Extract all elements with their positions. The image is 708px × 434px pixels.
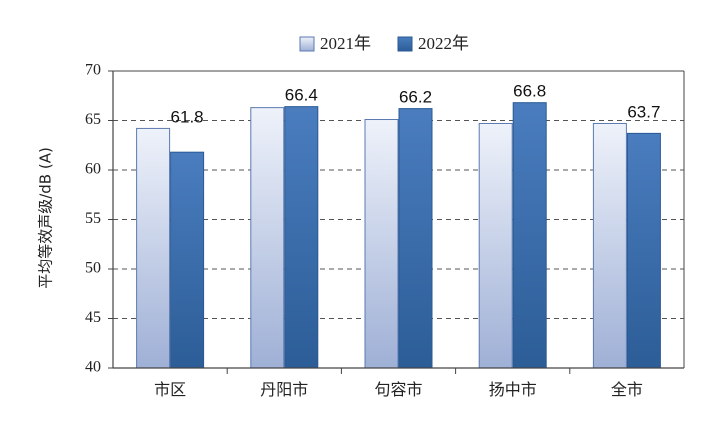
bar-s2	[170, 151, 205, 369]
legend-swatch	[397, 36, 413, 52]
x-tick-label: 句容市	[374, 380, 422, 399]
x-tick-label: 丹阳市	[260, 380, 308, 399]
legend-swatch	[299, 36, 315, 52]
bar-s1	[364, 119, 399, 369]
data-label: 66.4	[285, 86, 318, 105]
y-tick-label: 70	[85, 62, 101, 79]
bars	[136, 102, 661, 369]
bar-s2	[626, 132, 661, 369]
bar-s1	[136, 127, 171, 369]
y-axis-title: 平均等效声级/dB (A)	[37, 147, 55, 289]
y-tick-label: 40	[85, 359, 101, 376]
legend-label: 2022年	[418, 34, 469, 53]
bar-s1	[478, 122, 513, 369]
legend-label: 2021年	[320, 34, 371, 53]
data-label: 66.2	[399, 88, 432, 107]
x-tick-label: 全市	[611, 380, 643, 399]
y-tick-label: 50	[85, 260, 101, 277]
bar-s2	[398, 108, 433, 369]
data-label: 66.8	[513, 82, 546, 101]
bar-s1	[250, 107, 285, 369]
bar-s2	[284, 106, 319, 369]
y-tick-label: 45	[85, 309, 101, 326]
data-label: 63.7	[627, 102, 660, 121]
axes: 40 45 50 55 60 65 70	[85, 62, 685, 376]
x-tick-label: 扬中市	[489, 380, 537, 399]
y-tick-label: 55	[85, 210, 101, 227]
y-tick-label: 60	[85, 161, 101, 178]
legend: 2021年 2022年	[299, 34, 469, 53]
y-axis-label: 平均等效声级/dB (A)	[37, 147, 55, 289]
data-label: 61.8	[171, 107, 204, 126]
bar-s1	[592, 122, 627, 369]
y-tick-label: 65	[85, 111, 101, 128]
labels: 市区 61.8 丹阳市 66.4 句容市 66.2 扬中市 66.8 全市 63.7	[154, 82, 660, 399]
bar-s2	[512, 102, 547, 369]
x-tick-label: 市区	[154, 380, 186, 399]
